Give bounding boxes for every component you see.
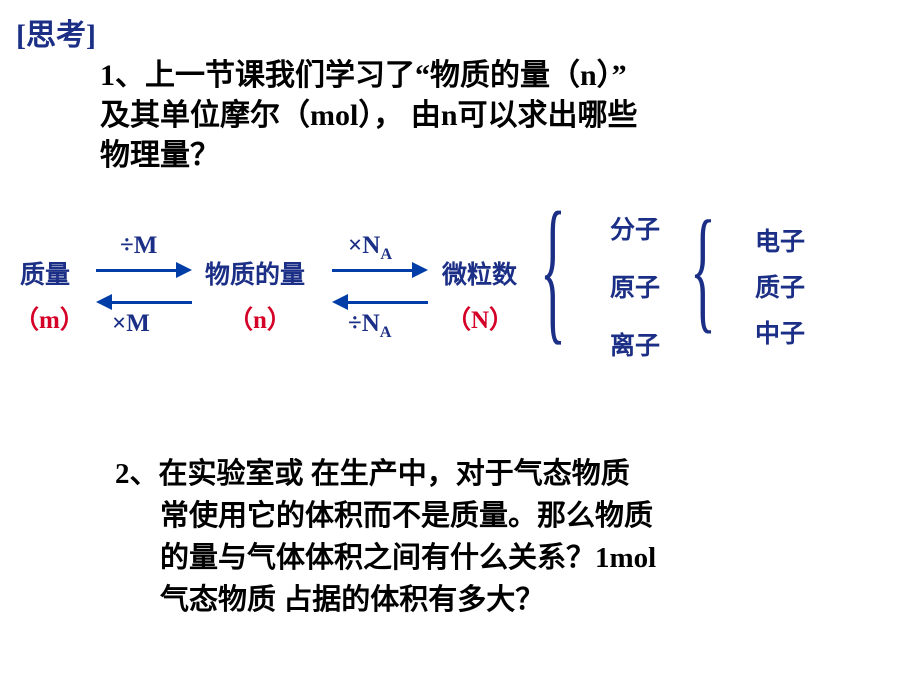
brace-right-icon: { xyxy=(690,200,716,338)
op-div-na-sub: A xyxy=(380,323,392,341)
node-mass-bottom: （m） xyxy=(14,300,85,336)
arrow-amount-to-mass xyxy=(96,290,192,310)
group1-item-atom: 原子 xyxy=(610,268,660,304)
op-div-na-prefix: ÷N xyxy=(348,310,380,337)
q2-line1: 2、在实验室或 在生产中，对于气态物质 xyxy=(115,450,630,492)
group2-item-electron: 电子 xyxy=(755,222,805,258)
op-mul-na-prefix: ×N xyxy=(348,232,380,259)
q1-line1: 1、上一节课我们学习了“物质的量（n）” xyxy=(100,50,627,94)
q2-line3: 的量与气体体积之间有什么关系？1mol xyxy=(160,534,656,576)
q1-line2: 及其单位摩尔（mol）， 由n可以求出哪些 xyxy=(100,90,638,134)
group1-item-molecule: 分子 xyxy=(610,210,660,246)
header-thinking: [思考] xyxy=(16,10,96,54)
op-div-m: ÷M xyxy=(120,232,157,260)
group2-item-proton: 质子 xyxy=(755,268,805,304)
group2-item-neutron: 中子 xyxy=(755,314,805,350)
brace-left-icon: { xyxy=(540,188,566,350)
arrow-mass-to-amount xyxy=(96,258,192,278)
arrow-particles-to-amount xyxy=(332,290,428,310)
op-mul-m: ×M xyxy=(112,310,150,338)
op-div-na: ÷NA xyxy=(348,310,392,342)
arrow-amount-to-particles xyxy=(332,258,428,278)
q2-line4: 气态物质 占据的体积有多大？ xyxy=(160,576,544,618)
q2-line2: 常使用它的体积而不是质量。那么物质 xyxy=(160,492,653,534)
node-mass-top: 质量 xyxy=(20,255,70,291)
node-amount-bottom: （n） xyxy=(228,300,292,336)
node-amount-top: 物质的量 xyxy=(205,255,305,291)
node-particles-top: 微粒数 xyxy=(442,255,517,291)
q1-line3: 物理量？ xyxy=(100,130,220,174)
node-particles-bottom: （N） xyxy=(446,300,514,336)
group1-item-ion: 离子 xyxy=(610,326,660,362)
